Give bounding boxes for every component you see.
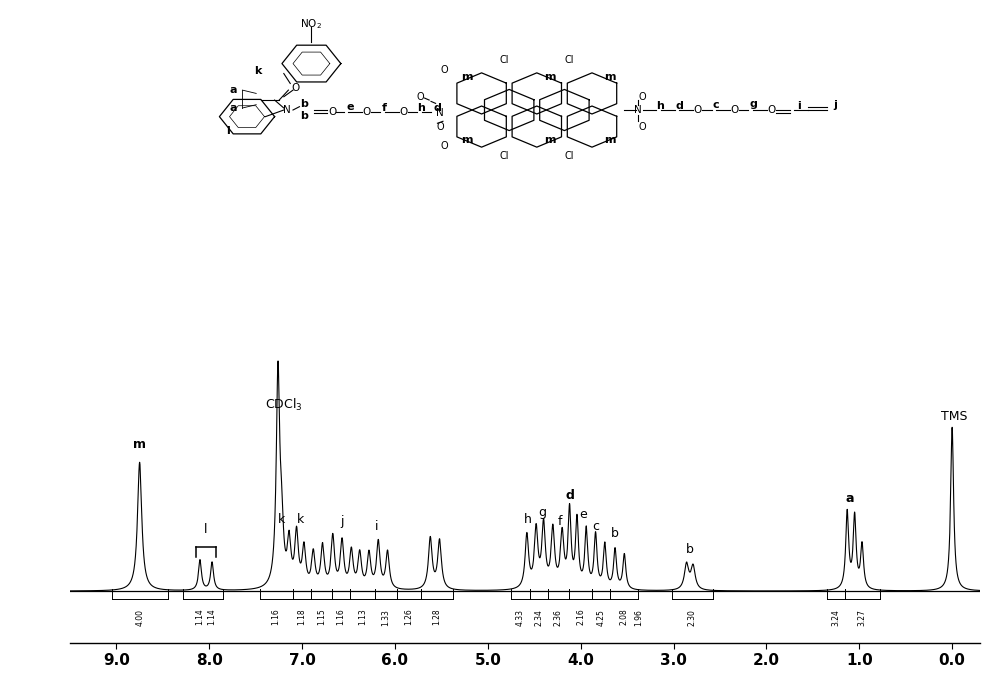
- Text: 1.14: 1.14: [196, 609, 205, 625]
- Text: 1.16: 1.16: [337, 609, 346, 625]
- Text: Cl: Cl: [564, 151, 574, 162]
- Text: O: O: [292, 83, 300, 93]
- Text: $\bf{b}$: $\bf{b}$: [300, 108, 310, 121]
- Text: 1.28: 1.28: [432, 609, 441, 625]
- Text: O: O: [436, 122, 444, 131]
- Text: $\bf{d}$: $\bf{d}$: [433, 101, 442, 113]
- Text: $\bf{a}$: $\bf{a}$: [229, 103, 238, 113]
- Text: f: f: [558, 515, 563, 528]
- Text: d: d: [565, 489, 574, 502]
- Text: i: i: [375, 520, 378, 533]
- Text: O: O: [767, 105, 776, 115]
- Text: O: O: [441, 142, 449, 151]
- Text: 2.08: 2.08: [620, 609, 629, 625]
- Text: 4.00: 4.00: [135, 609, 144, 626]
- Text: $\bf{g}$: $\bf{g}$: [749, 100, 758, 111]
- Text: Cl: Cl: [500, 55, 509, 65]
- Text: Cl: Cl: [564, 55, 574, 65]
- Text: $\bf{b}$: $\bf{b}$: [300, 97, 310, 109]
- Text: 4.25: 4.25: [597, 609, 606, 625]
- Text: $\bf{m}$: $\bf{m}$: [461, 135, 474, 145]
- Text: b: b: [611, 527, 619, 540]
- Text: 1.13: 1.13: [358, 609, 367, 625]
- Text: N: N: [283, 105, 290, 115]
- Text: g: g: [539, 506, 547, 519]
- Text: N: N: [634, 105, 642, 115]
- Text: O: O: [362, 107, 371, 117]
- Text: 1.33: 1.33: [381, 609, 390, 625]
- Text: 2.30: 2.30: [688, 609, 697, 625]
- Text: O: O: [441, 65, 449, 75]
- Text: O: O: [694, 105, 702, 115]
- Text: $\bf{m}$: $\bf{m}$: [544, 135, 557, 145]
- Text: CDCl$_3$: CDCl$_3$: [265, 397, 303, 413]
- Text: 1.96: 1.96: [634, 609, 643, 625]
- Text: a: a: [846, 491, 854, 504]
- Text: l: l: [204, 523, 208, 536]
- Text: $\bf{d}$: $\bf{d}$: [675, 100, 684, 111]
- Text: 1.16: 1.16: [272, 609, 281, 625]
- Text: O: O: [730, 105, 739, 115]
- Text: O: O: [639, 92, 646, 102]
- Text: $\bf{i}$: $\bf{i}$: [797, 100, 801, 111]
- Text: $\bf{m}$: $\bf{m}$: [604, 72, 617, 82]
- Text: 4.33: 4.33: [516, 609, 525, 626]
- Text: j: j: [340, 515, 344, 528]
- Text: e: e: [580, 508, 587, 521]
- Text: 3.24: 3.24: [832, 609, 841, 625]
- Text: $\bf{m}$: $\bf{m}$: [604, 135, 617, 145]
- Text: c: c: [592, 520, 599, 533]
- Text: 2.36: 2.36: [554, 609, 563, 625]
- Text: $\bf{a}$: $\bf{a}$: [229, 85, 238, 95]
- Text: $\bf{m}$: $\bf{m}$: [461, 72, 474, 82]
- Text: $\bf{e}$: $\bf{e}$: [346, 102, 355, 112]
- Text: $\bf{k}$: $\bf{k}$: [254, 64, 264, 76]
- Text: O: O: [639, 122, 646, 131]
- Text: $\bf{l}$: $\bf{l}$: [226, 124, 231, 136]
- Text: 2.16: 2.16: [576, 609, 585, 625]
- Text: 3.27: 3.27: [858, 609, 867, 625]
- Text: h: h: [524, 513, 532, 526]
- Text: $\bf{m}$: $\bf{m}$: [544, 72, 557, 82]
- Text: O: O: [416, 92, 424, 102]
- Text: m: m: [133, 438, 146, 451]
- Text: O: O: [399, 107, 408, 117]
- Text: 1.14: 1.14: [208, 609, 217, 625]
- Text: b: b: [685, 543, 693, 556]
- Text: N: N: [436, 108, 444, 118]
- Text: NO$_2$: NO$_2$: [300, 17, 322, 30]
- Text: Cl: Cl: [500, 151, 509, 162]
- Text: $\bf{f}$: $\bf{f}$: [381, 101, 389, 113]
- Text: O: O: [328, 107, 337, 117]
- Text: $\bf{h}$: $\bf{h}$: [656, 100, 666, 111]
- Text: $\bf{j}$: $\bf{j}$: [833, 98, 838, 113]
- Text: 1.18: 1.18: [298, 609, 307, 625]
- Text: 1.15: 1.15: [317, 609, 326, 625]
- Text: 1.26: 1.26: [404, 609, 413, 625]
- Text: k: k: [297, 513, 304, 526]
- Text: TMS: TMS: [941, 410, 967, 423]
- Text: 2.34: 2.34: [534, 609, 543, 625]
- Text: $\bf{h}$: $\bf{h}$: [417, 101, 426, 113]
- Text: $\bf{c}$: $\bf{c}$: [712, 100, 720, 111]
- Text: k: k: [278, 513, 285, 526]
